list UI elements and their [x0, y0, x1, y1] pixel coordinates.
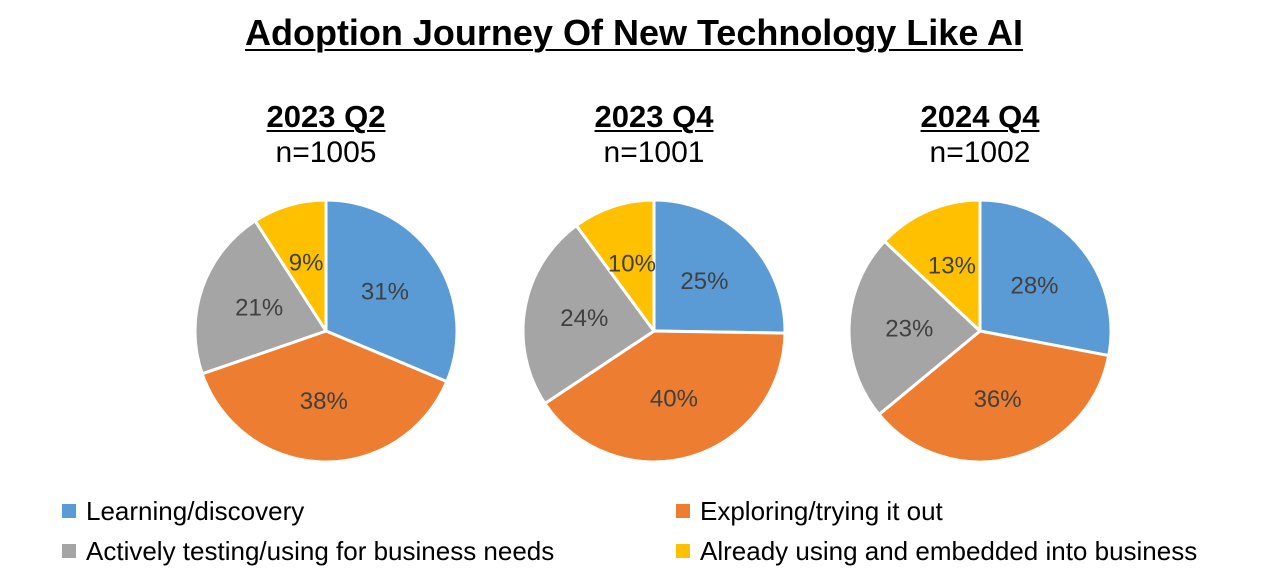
legend-item-testing: Actively testing/using for business need… — [62, 536, 554, 566]
pie-data-label: 31% — [361, 278, 409, 305]
pie-data-label: 28% — [1010, 272, 1058, 299]
legend-item-learning: Learning/discovery — [62, 496, 304, 526]
legend-label: Actively testing/using for business need… — [86, 535, 555, 566]
pie-data-label: 21% — [235, 294, 283, 321]
pie-header-2023-q2: 2023 Q2 n=1005 — [196, 98, 456, 170]
pie-data-label: 24% — [560, 305, 608, 332]
legend-label: Exploring/trying it out — [700, 495, 943, 526]
legend-label: Already using and embedded into business — [700, 535, 1198, 566]
pie-2024-q4: 28% 36% 23% 13% — [847, 198, 1113, 464]
pie-data-label: 9% — [289, 250, 324, 277]
pie-slice-already-using-and-embedded-into-business — [883, 198, 982, 333]
pie-header-2024-q4: 2024 Q4 n=1002 — [850, 98, 1110, 170]
pie-slice-exploring-trying-it-out — [200, 329, 449, 464]
pie-data-label: 36% — [974, 386, 1022, 413]
pie-header-2023-q4: 2023 Q4 n=1001 — [524, 98, 784, 170]
pie-data-label: 23% — [885, 315, 933, 342]
legend-swatch — [676, 504, 690, 518]
pie-data-label: 40% — [650, 385, 698, 412]
pie-period-label: 2023 Q2 — [266, 99, 386, 134]
pie-sample-size: n=1001 — [603, 136, 705, 169]
pie-slice-already-using-and-embedded-into-business — [253, 198, 328, 333]
chart-title: Adoption Journey Of New Technology Like … — [244, 12, 1024, 53]
pie-slice-exploring-trying-it-out — [877, 329, 1111, 464]
pie-data-label: 13% — [928, 253, 976, 280]
pie-slice-actively-testing-using-for-business-needs — [521, 224, 656, 406]
pie-slice-learning-discovery — [978, 198, 1113, 358]
pie-sample-size: n=1002 — [929, 136, 1031, 169]
legend-item-embedded: Already using and embedded into business — [676, 536, 1197, 566]
legend-label: Learning/discovery — [86, 495, 305, 526]
pie-slice-learning-discovery — [324, 198, 459, 384]
legend-swatch — [62, 544, 76, 558]
legend: Learning/discovery Exploring/trying it o… — [0, 490, 1268, 580]
pie-slice-actively-testing-using-for-business-needs — [193, 219, 328, 376]
legend-item-exploring: Exploring/trying it out — [676, 496, 943, 526]
legend-swatch — [62, 504, 76, 518]
pie-slice-already-using-and-embedded-into-business — [574, 198, 656, 333]
pie-slice-learning-discovery — [652, 198, 787, 335]
pie-data-label: 10% — [608, 250, 656, 277]
legend-swatch — [676, 544, 690, 558]
pie-period-label: 2024 Q4 — [920, 99, 1040, 134]
pie-period-label: 2023 Q4 — [594, 99, 714, 134]
pie-data-label: 25% — [680, 268, 728, 295]
pie-2023-q4: 25% 40% 24% 10% — [521, 198, 787, 464]
pie-2023-q2: 31% 38% 21%9% — [193, 198, 459, 464]
pie-data-label: 38% — [300, 388, 348, 415]
pie-sample-size: n=1005 — [275, 136, 377, 169]
pie-slice-actively-testing-using-for-business-needs — [847, 239, 982, 416]
